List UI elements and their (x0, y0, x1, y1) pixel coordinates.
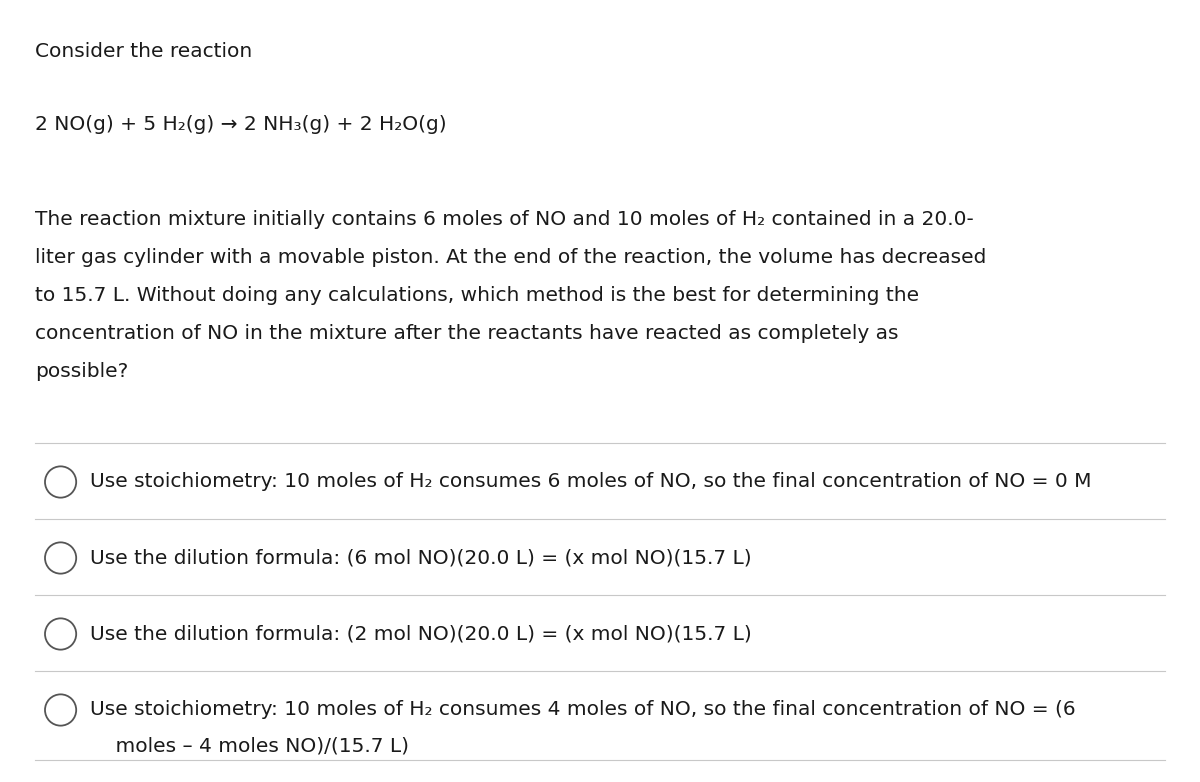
Text: Use stoichiometry: 10 moles of H₂ consumes 4 moles of NO, so the final concentra: Use stoichiometry: 10 moles of H₂ consum… (90, 700, 1075, 719)
Text: liter gas cylinder with a movable piston. At the end of the reaction, the volume: liter gas cylinder with a movable piston… (35, 248, 986, 267)
Text: Use stoichiometry: 10 moles of H₂ consumes 6 moles of NO, so the final concentra: Use stoichiometry: 10 moles of H₂ consum… (90, 472, 1092, 491)
Text: concentration of NO in the mixture after the reactants have reacted as completel: concentration of NO in the mixture after… (35, 324, 899, 343)
Text: to 15.7 L. Without doing any calculations, which method is the best for determin: to 15.7 L. Without doing any calculation… (35, 286, 919, 305)
Text: moles – 4 moles NO)/(15.7 L): moles – 4 moles NO)/(15.7 L) (90, 736, 409, 755)
Text: possible?: possible? (35, 362, 128, 381)
Text: The reaction mixture initially contains 6 moles of NO and 10 moles of H₂ contain: The reaction mixture initially contains … (35, 210, 973, 229)
Text: Consider the reaction: Consider the reaction (35, 42, 252, 61)
Text: Use the dilution formula: (2 mol NO)(20.0 L) = (x mol NO)(15.7 L): Use the dilution formula: (2 mol NO)(20.… (90, 624, 751, 643)
Text: Use the dilution formula: (6 mol NO)(20.0 L) = (x mol NO)(15.7 L): Use the dilution formula: (6 mol NO)(20.… (90, 548, 751, 567)
Text: 2 NO(g) + 5 H₂(g) → 2 NH₃(g) + 2 H₂O(g): 2 NO(g) + 5 H₂(g) → 2 NH₃(g) + 2 H₂O(g) (35, 115, 446, 134)
